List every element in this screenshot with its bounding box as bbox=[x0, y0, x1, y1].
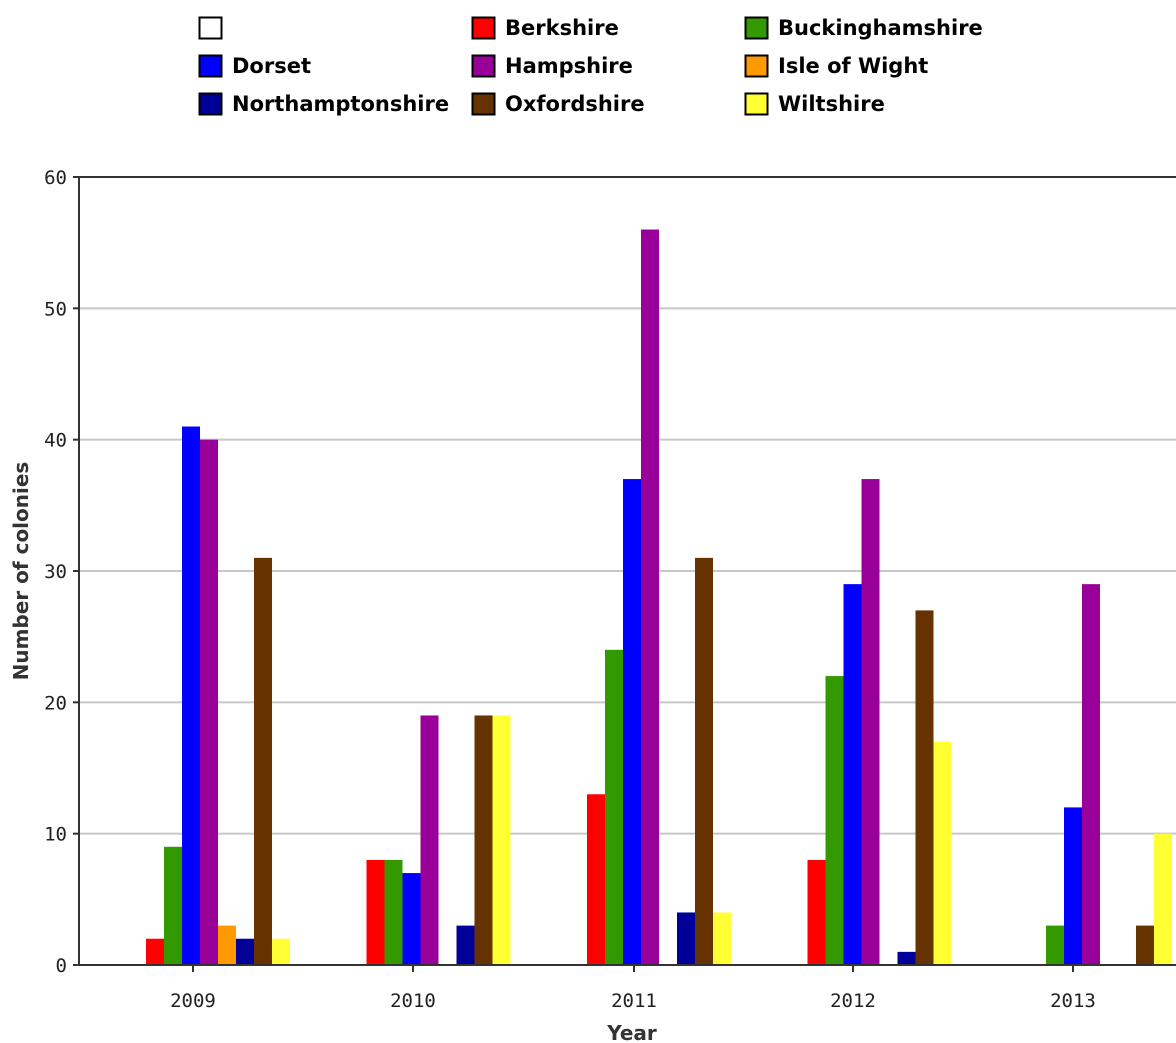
x-tick-label: 2011 bbox=[611, 990, 657, 1012]
bar-hampshire-2010 bbox=[420, 715, 439, 965]
y-axis-label: Number of colonies bbox=[9, 462, 33, 681]
x-axis-ticks: 2009 2010 2011 2012 2013 bbox=[170, 965, 1096, 1012]
bar-isle-of-wight-2009 bbox=[218, 925, 236, 965]
bar-wiltshire-2013 bbox=[1154, 833, 1172, 965]
bar-dorset-2013 bbox=[1064, 807, 1082, 965]
bar-dorset-2012 bbox=[843, 584, 862, 965]
bar-buckinghamshire-2010 bbox=[384, 859, 403, 965]
legend-swatch-buckinghamshire bbox=[744, 16, 769, 40]
y-tick-label: 50 bbox=[44, 298, 67, 320]
legend-swatch-blank bbox=[198, 16, 223, 40]
bar-dorset-2009 bbox=[182, 426, 200, 965]
legend-swatch-hampshire bbox=[471, 54, 496, 78]
bars bbox=[146, 229, 1172, 966]
y-tick-label: 30 bbox=[44, 561, 67, 583]
bar-wiltshire-2009 bbox=[272, 938, 290, 965]
bar-oxfordshire-2010 bbox=[474, 715, 493, 965]
y-tick-label: 10 bbox=[44, 824, 67, 846]
bar-hampshire-2013 bbox=[1082, 584, 1100, 965]
bar-northamptonshire-2010 bbox=[456, 925, 475, 965]
x-tick-label: 2013 bbox=[1050, 990, 1096, 1012]
legend-swatch-berkshire bbox=[471, 16, 496, 40]
bar-hampshire-2012 bbox=[861, 479, 880, 965]
bar-hampshire-2009 bbox=[200, 439, 218, 966]
legend-label-northamptonshire: Northamptonshire bbox=[232, 92, 449, 116]
x-tick-label: 2012 bbox=[830, 990, 876, 1012]
bar-oxfordshire-2009 bbox=[254, 557, 272, 965]
bar-oxfordshire-2011 bbox=[695, 557, 713, 965]
legend-swatch-isle-of-wight bbox=[744, 54, 769, 78]
legend-label-oxfordshire: Oxfordshire bbox=[505, 92, 645, 116]
bar-berkshire-2012 bbox=[807, 859, 826, 965]
bar-northamptonshire-2009 bbox=[236, 938, 254, 965]
bar-oxfordshire-2013 bbox=[1136, 925, 1154, 965]
bar-northamptonshire-2011 bbox=[677, 912, 695, 965]
bar-dorset-2010 bbox=[402, 873, 421, 965]
legend-label-hampshire: Hampshire bbox=[505, 54, 633, 78]
bar-dorset-2011 bbox=[623, 479, 641, 965]
bar-buckinghamshire-2011 bbox=[605, 649, 623, 965]
legend-label-wiltshire: Wiltshire bbox=[778, 92, 885, 116]
legend-label-buckinghamshire: Buckinghamshire bbox=[778, 16, 983, 40]
y-tick-label: 0 bbox=[56, 955, 67, 977]
legend-swatch-dorset bbox=[198, 54, 223, 78]
legend-swatch-northamptonshire bbox=[198, 92, 223, 116]
bar-hampshire-2011 bbox=[641, 229, 659, 966]
legend: Berkshire Buckinghamshire Dorset Hampshire I… bbox=[198, 16, 983, 116]
legend-label-berkshire: Berkshire bbox=[505, 16, 619, 40]
x-tick-label: 2010 bbox=[390, 990, 436, 1012]
x-tick-label: 2009 bbox=[170, 990, 216, 1012]
legend-label-dorset: Dorset bbox=[232, 54, 311, 78]
bar-northamptonshire-2012 bbox=[897, 951, 916, 965]
y-tick-label: 60 bbox=[44, 167, 67, 189]
bar-berkshire-2009 bbox=[146, 938, 164, 965]
x-axis-label: Year bbox=[606, 1021, 657, 1043]
legend-label-isle-of-wight: Isle of Wight bbox=[778, 54, 928, 78]
bar-wiltshire-2011 bbox=[713, 912, 731, 965]
bar-buckinghamshire-2013 bbox=[1046, 925, 1064, 965]
bar-berkshire-2010 bbox=[366, 859, 385, 965]
bar-buckinghamshire-2012 bbox=[825, 676, 844, 965]
bar-wiltshire-2012 bbox=[933, 741, 952, 965]
bar-wiltshire-2010 bbox=[492, 715, 511, 965]
legend-swatch-wiltshire bbox=[744, 92, 769, 116]
y-tick-label: 40 bbox=[44, 430, 67, 452]
bar-oxfordshire-2012 bbox=[915, 610, 934, 965]
bar-berkshire-2011 bbox=[587, 794, 605, 965]
bar-buckinghamshire-2009 bbox=[164, 846, 182, 965]
legend-swatch-oxfordshire bbox=[471, 92, 496, 116]
y-axis-ticks: 0 10 20 30 40 50 60 bbox=[44, 167, 79, 977]
y-tick-label: 20 bbox=[44, 692, 67, 714]
